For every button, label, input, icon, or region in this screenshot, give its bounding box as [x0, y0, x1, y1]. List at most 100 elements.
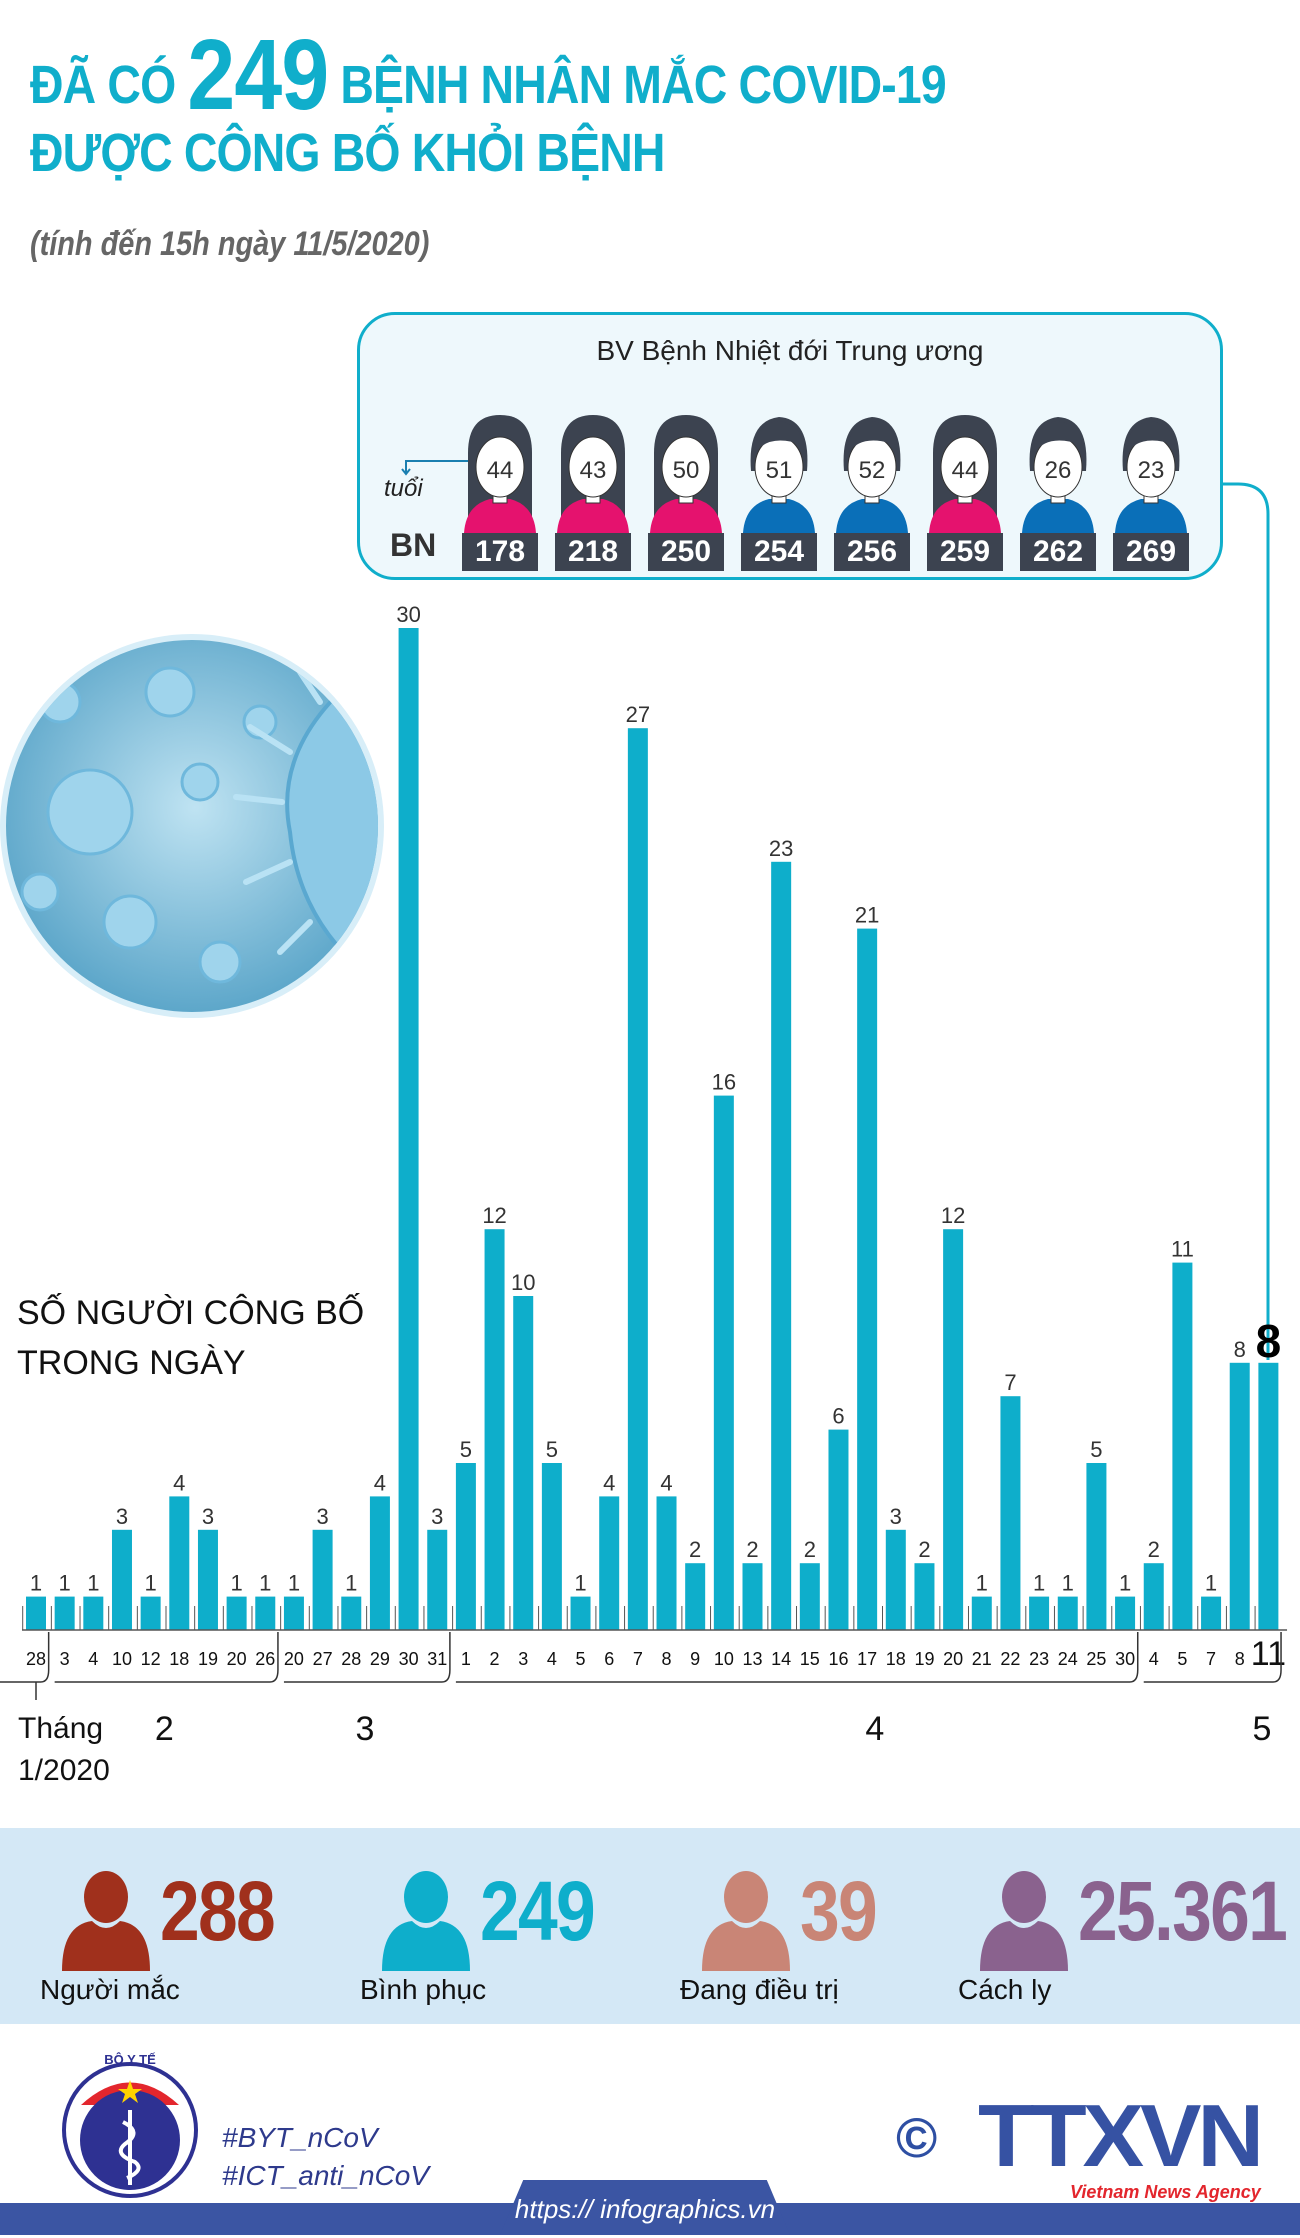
- person-avatar-icon: [929, 415, 1001, 533]
- bar-value-label: 27: [626, 702, 650, 727]
- bar: [857, 928, 878, 1630]
- month-label: 4: [865, 1710, 884, 1748]
- bar: [427, 1529, 448, 1630]
- bar: [828, 1429, 849, 1630]
- x-tick-label: 31: [427, 1649, 447, 1669]
- bar: [799, 1563, 820, 1630]
- bar-value-label: 16: [712, 1070, 736, 1095]
- hashtag-ict[interactable]: #ICT_anti_nCoV: [222, 2160, 430, 2191]
- bar: [742, 1563, 763, 1630]
- x-tick-label: 10: [714, 1649, 734, 1669]
- patient-bn: 259: [927, 533, 1003, 571]
- bar: [541, 1463, 562, 1630]
- person-avatar-icon: [836, 417, 908, 533]
- bar: [83, 1596, 104, 1630]
- bn-label: BN: [390, 527, 437, 563]
- logo-text-top: BỘ Y TẾ: [104, 2052, 156, 2067]
- x-tick-label: 4: [547, 1649, 557, 1669]
- bar: [111, 1529, 132, 1630]
- bar: [599, 1496, 620, 1630]
- stat-label: Bình phục: [360, 1974, 487, 2005]
- bar-value-label: 1: [1062, 1571, 1074, 1596]
- x-tick-label: 5: [576, 1649, 586, 1669]
- month-bracket: [455, 1632, 1139, 1683]
- virus-image: [0, 634, 384, 1018]
- patient-bn: 250: [648, 533, 724, 571]
- copyright-icon: ©: [896, 2106, 938, 2169]
- month-label: 2: [155, 1710, 174, 1748]
- person-avatar-icon: [557, 415, 629, 533]
- bar-value-label: 3: [316, 1504, 328, 1529]
- month-bracket: [0, 1632, 50, 1683]
- patient-bn: 269: [1113, 533, 1189, 571]
- bar-value-label: 1: [259, 1571, 271, 1596]
- month-label-year: 1/2020: [18, 1754, 110, 1787]
- bar-value-label: 5: [1090, 1437, 1102, 1462]
- title-line2: ĐƯỢC CÔNG BỐ KHỎI BỆNH: [30, 123, 665, 183]
- bar-value-label: 7: [1004, 1370, 1016, 1395]
- x-tick-label: 28: [26, 1649, 46, 1669]
- subtitle: (tính đến 15h ngày 11/5/2020): [30, 225, 430, 263]
- x-tick-label: 7: [633, 1649, 643, 1669]
- stats-band: 288 Người mắc 249 Bình phục 39 Đang điều trị 2…: [0, 1828, 1300, 2024]
- bar: [455, 1463, 476, 1630]
- bar-value-label: 8: [1256, 1315, 1282, 1367]
- bar: [685, 1563, 706, 1630]
- x-tick-label: 27: [313, 1649, 333, 1669]
- bar-value-label: 2: [746, 1537, 758, 1562]
- month-label: 5: [1253, 1710, 1272, 1748]
- patient-age: 23: [1137, 457, 1165, 484]
- hashtag-byt[interactable]: #BYT_nCoV: [222, 2122, 378, 2153]
- page-title: ĐÃ CÓ 249 BỆNH NHÂN MẮC COVID-19: [30, 25, 947, 125]
- title-prefix: ĐÃ CÓ: [30, 55, 176, 115]
- patient-figure-female: 43 218: [553, 413, 633, 571]
- x-tick-label: 13: [742, 1649, 762, 1669]
- bar-value-label: 3: [890, 1504, 902, 1529]
- hospital-name: BV Bệnh Nhiệt đới Trung ương: [596, 335, 984, 366]
- x-tick-label: 20: [227, 1649, 247, 1669]
- bar: [369, 1496, 390, 1630]
- patient-age: 44: [951, 457, 979, 484]
- x-tick-label: 11: [1251, 1635, 1286, 1673]
- x-tick-label: 4: [1149, 1649, 1159, 1669]
- person-icon: [62, 1871, 150, 1971]
- x-tick-label: 4: [88, 1649, 98, 1669]
- bar-value-label: 3: [116, 1504, 128, 1529]
- bar: [283, 1596, 304, 1630]
- website-link[interactable]: https:// infographics.vn: [500, 2180, 790, 2235]
- patient-bn: 254: [741, 533, 817, 571]
- bar-value-label: 5: [546, 1437, 558, 1462]
- x-tick-label: 3: [518, 1649, 528, 1669]
- bar: [1258, 1362, 1279, 1630]
- bar-value-label: 4: [374, 1470, 386, 1495]
- bar: [570, 1596, 591, 1630]
- x-tick-label: 20: [943, 1649, 963, 1669]
- x-tick-label: 2: [490, 1649, 500, 1669]
- bar-value-label: 3: [202, 1504, 214, 1529]
- bar: [1086, 1463, 1107, 1630]
- patient-age: 51: [765, 457, 793, 484]
- bar: [627, 728, 648, 1630]
- patient-figure-female: 44 259: [925, 413, 1005, 571]
- patient-bn: 256: [834, 533, 910, 571]
- person-icon: [702, 1871, 790, 1971]
- x-tick-label: 17: [857, 1649, 877, 1669]
- bar-value-label: 1: [59, 1571, 71, 1596]
- bar-value-label: 21: [855, 903, 879, 928]
- person-avatar-icon: [743, 417, 815, 533]
- patient-bn: 218: [555, 533, 631, 571]
- x-tick-label: 9: [690, 1649, 700, 1669]
- month-label: Tháng: [18, 1712, 103, 1745]
- x-tick-label: 14: [771, 1649, 791, 1669]
- stat-value: 39: [800, 1864, 878, 1958]
- patient-figure-male: 26 262: [1018, 413, 1098, 571]
- person-avatar-icon: [1022, 417, 1094, 533]
- person-icon: [980, 1871, 1068, 1971]
- stat-value: 288: [160, 1864, 276, 1958]
- bar-value-label: 4: [173, 1470, 185, 1495]
- bar-value-label: 1: [145, 1571, 157, 1596]
- bar: [312, 1529, 333, 1630]
- bar: [484, 1229, 505, 1630]
- x-tick-label: 15: [800, 1649, 820, 1669]
- x-tick-label: 19: [914, 1649, 934, 1669]
